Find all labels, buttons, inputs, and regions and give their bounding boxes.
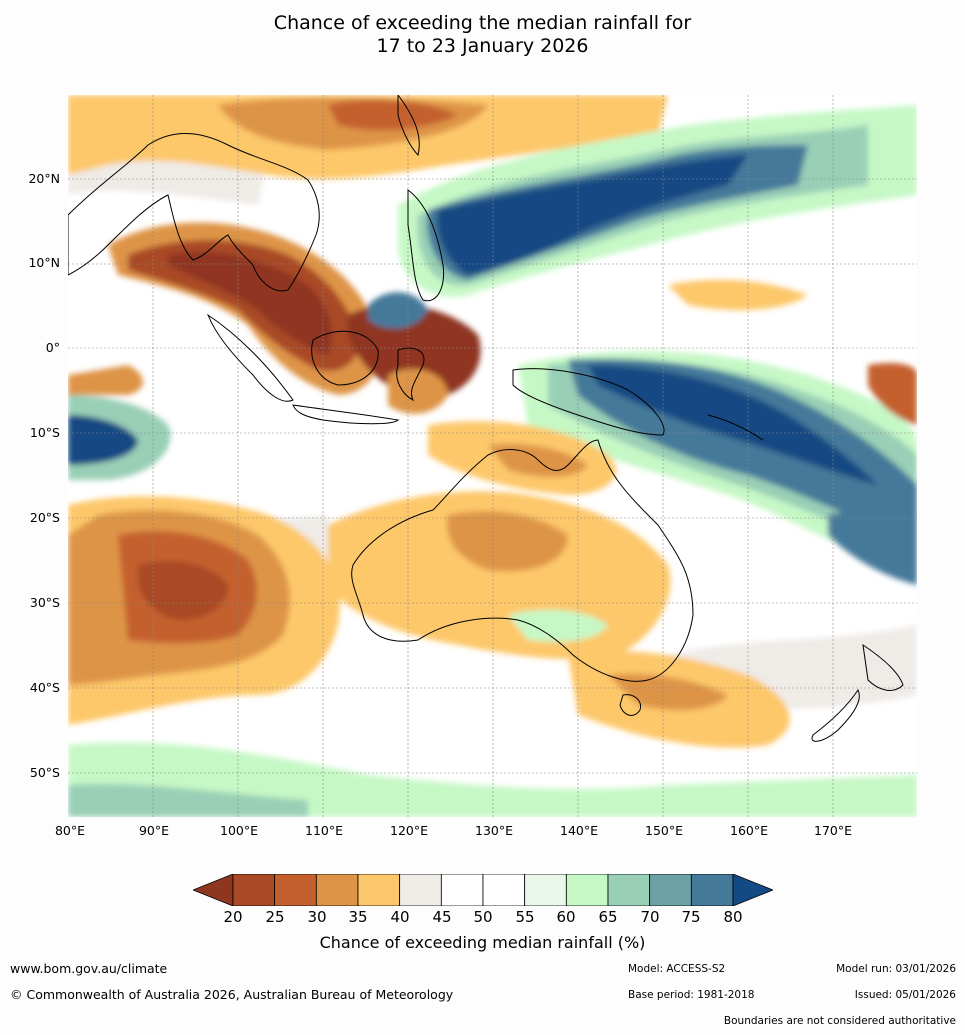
colorbar-extend-low [193, 874, 234, 906]
colorbar-segment [399, 874, 442, 906]
colorbar-tick-50: 50 [473, 908, 493, 926]
model-name: Model: ACCESS-S2 [628, 963, 726, 975]
chart-title-line2: 17 to 23 January 2026 [376, 35, 589, 57]
colorbar-segment [232, 874, 276, 906]
colorbar-segment [649, 874, 692, 906]
lat-label-20n: 20°N [28, 171, 60, 186]
lon-label-150e: 150°E [644, 823, 684, 838]
colorbar-tick-65: 65 [598, 908, 618, 926]
colorbar-tick-55: 55 [515, 908, 535, 926]
tasmania-coastline [619, 694, 642, 716]
website-link[interactable]: www.bom.gov.au/climate [10, 961, 168, 976]
colorbar-extend-high [732, 874, 773, 906]
new-guinea-coastline [512, 368, 665, 436]
lon-label-100e: 100°E [219, 823, 259, 838]
colorbar-segment [524, 874, 567, 906]
colorbar-tick-60: 60 [556, 908, 576, 926]
colorbar-tick-30: 30 [307, 908, 327, 926]
sulawesi-coastline [396, 347, 425, 402]
colorbar-tick-20: 20 [223, 908, 243, 926]
coastlines [68, 95, 904, 742]
lon-label-120e: 120°E [389, 823, 429, 838]
rainfall-fields [68, 95, 917, 817]
base-period: Base period: 1981-2018 [628, 989, 755, 1001]
lon-label-170e: 170°E [813, 823, 853, 838]
lat-label-40s: 40°S [29, 680, 60, 695]
colorbar-segment [565, 874, 609, 906]
colorbar-tick-75: 75 [681, 908, 701, 926]
sumatra-coastline [206, 313, 294, 402]
colorbar-segment [440, 874, 484, 906]
asia-mainland-coastline [68, 132, 320, 292]
colorbar-tick-40: 40 [390, 908, 410, 926]
copyright-text: © Commonwealth of Australia 2026, Austra… [10, 987, 454, 1002]
colorbar [193, 874, 773, 906]
colorbar-tick-35: 35 [348, 908, 368, 926]
boundaries-disclaimer: Boundaries are not considered authoritat… [723, 1015, 956, 1027]
lon-label-160e: 160°E [729, 823, 769, 838]
colorbar-segment [274, 874, 317, 906]
lat-label-50s: 50°S [29, 765, 60, 780]
new-zealand-coastline [811, 643, 904, 742]
lat-label-20s: 20°S [29, 510, 60, 525]
colorbar-tick-25: 25 [265, 908, 285, 926]
lat-label-0: 0° [45, 340, 60, 355]
colorbar-tick-45: 45 [432, 908, 452, 926]
java-coastline [292, 404, 400, 425]
lat-label-10n: 10°N [28, 255, 60, 270]
lon-label-130e: 130°E [474, 823, 514, 838]
colorbar-title: Chance of exceeding median rainfall (%) [319, 933, 646, 952]
lon-label-90e: 90°E [138, 823, 170, 838]
colorbar-tick-80: 80 [723, 908, 743, 926]
chart-title-line1: Chance of exceeding the median rainfall … [273, 12, 692, 34]
rainfall-map [68, 95, 917, 817]
lat-label-10s: 10°S [29, 425, 60, 440]
lon-label-110e: 110°E [304, 823, 344, 838]
issued-date: Issued: 05/01/2026 [854, 989, 956, 1001]
colorbar-segment [315, 874, 359, 906]
map-canvas [68, 95, 917, 817]
colorbar-tick-70: 70 [640, 908, 660, 926]
model-run-date: Model run: 03/01/2026 [836, 963, 956, 975]
borneo-coastline [311, 330, 379, 386]
solomon-islands-coastline [707, 414, 764, 441]
australia-coastline [351, 439, 694, 682]
lat-label-30s: 30°S [29, 595, 60, 610]
colorbar-segment [357, 874, 401, 906]
lon-label-80e: 80°E [54, 823, 86, 838]
colorbar-segment [607, 874, 651, 906]
lon-label-140e: 140°E [559, 823, 599, 838]
japan-coastline [397, 95, 420, 156]
philippines-coastline [407, 188, 445, 302]
colorbar-segment [690, 874, 734, 906]
colorbar-segment [482, 874, 526, 906]
